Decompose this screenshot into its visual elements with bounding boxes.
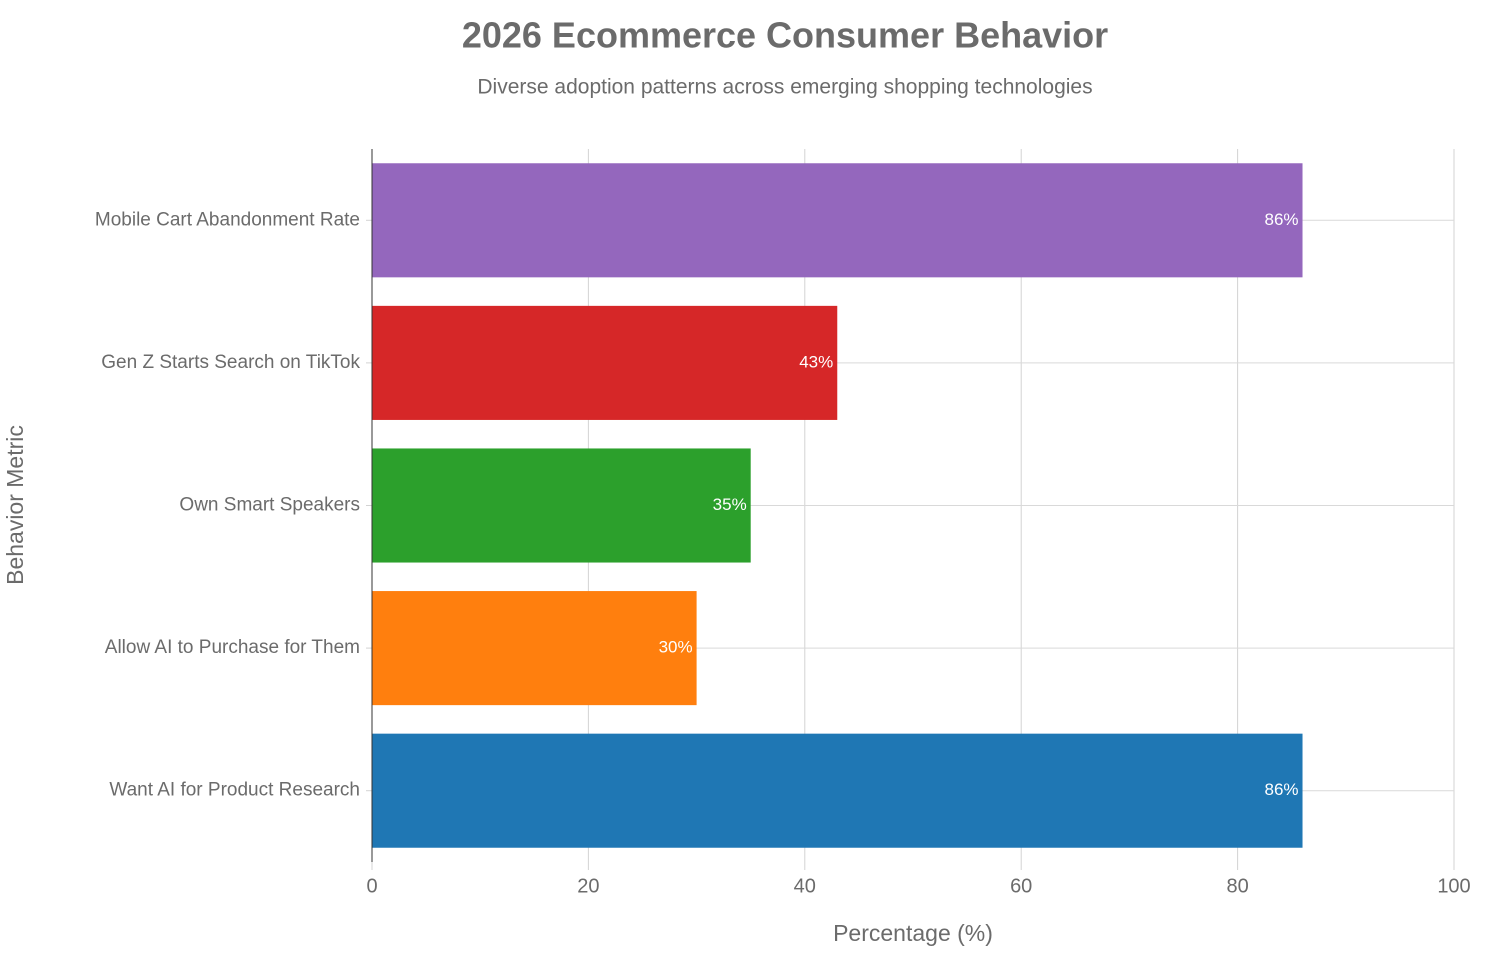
bar (372, 733, 1303, 848)
x-tick-label: 60 (1010, 875, 1032, 897)
value-label: 43% (799, 352, 833, 371)
value-label: 30% (659, 638, 693, 657)
x-tick-label: 80 (1226, 875, 1248, 897)
value-label: 35% (713, 495, 747, 514)
y-tick-label: Allow AI to Purchase for Them (105, 637, 360, 658)
y-axis-title: Behavior Metric (2, 425, 28, 585)
y-tick-label: Want AI for Product Research (109, 780, 360, 801)
bar (372, 163, 1303, 278)
value-label: 86% (1264, 780, 1298, 799)
x-tick-label: 100 (1437, 875, 1470, 897)
x-tick-label: 40 (794, 875, 816, 897)
y-tick-label: Own Smart Speakers (179, 495, 360, 516)
x-axis-title: Percentage (%) (833, 920, 993, 946)
y-tick-label: Gen Z Starts Search on TikTok (101, 352, 360, 373)
bar (372, 448, 751, 563)
chart-title: 2026 Ecommerce Consumer Behavior (462, 15, 1108, 56)
chart-subtitle: Diverse adoption patterns across emergin… (477, 76, 1092, 99)
value-label: 86% (1264, 210, 1298, 229)
bar (372, 305, 838, 420)
y-tick-label: Mobile Cart Abandonment Rate (95, 209, 360, 230)
x-tick-label: 20 (577, 875, 599, 897)
x-tick-label: 0 (366, 875, 377, 897)
bar (372, 591, 697, 706)
